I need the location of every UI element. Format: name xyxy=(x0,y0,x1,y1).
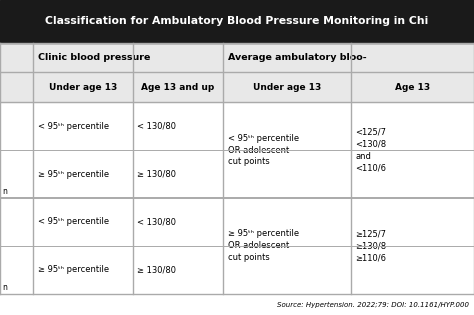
Text: Under age 13: Under age 13 xyxy=(49,83,117,92)
Text: ≥ 95ᵗʰ percentile: ≥ 95ᵗʰ percentile xyxy=(38,169,109,179)
Bar xyxy=(0,0,474,43)
Text: Age 13: Age 13 xyxy=(395,83,430,92)
Text: ≥125/7
≥130/8
≥110/6: ≥125/7 ≥130/8 ≥110/6 xyxy=(356,230,387,262)
Text: < 95ᵗʰ percentile: < 95ᵗʰ percentile xyxy=(38,122,109,131)
Bar xyxy=(0,43,474,72)
Text: Under age 13: Under age 13 xyxy=(253,83,321,92)
Text: < 130/80: < 130/80 xyxy=(137,217,176,226)
Text: Age 13 and up: Age 13 and up xyxy=(141,83,214,92)
Text: < 130/80: < 130/80 xyxy=(137,122,176,131)
Text: ≥ 95ᵗʰ percentile: ≥ 95ᵗʰ percentile xyxy=(38,265,109,274)
Text: Clinic blood pressure: Clinic blood pressure xyxy=(38,53,150,62)
Text: n: n xyxy=(2,283,7,292)
Text: ≥ 130/80: ≥ 130/80 xyxy=(137,265,176,274)
Text: n: n xyxy=(2,187,7,197)
Text: Classification for Ambulatory Blood Pressure Monitoring in Chi: Classification for Ambulatory Blood Pres… xyxy=(46,16,428,26)
Bar xyxy=(0,72,474,102)
Text: ≥ 95ᵗʰ percentile
OR adolescent
cut points: ≥ 95ᵗʰ percentile OR adolescent cut poin… xyxy=(228,230,299,262)
Text: Source: Hypertension. 2022;79: DOI: 10.1161/HYP.000: Source: Hypertension. 2022;79: DOI: 10.1… xyxy=(277,302,469,308)
Text: <125/7
<130/8
and
<110/6: <125/7 <130/8 and <110/6 xyxy=(356,128,387,172)
Text: Average ambulatory bloo-: Average ambulatory bloo- xyxy=(228,53,366,62)
Text: < 95ᵗʰ percentile: < 95ᵗʰ percentile xyxy=(38,217,109,226)
Text: ≥ 130/80: ≥ 130/80 xyxy=(137,169,176,179)
Text: < 95ᵗʰ percentile
OR adolescent
cut points: < 95ᵗʰ percentile OR adolescent cut poin… xyxy=(228,134,299,166)
